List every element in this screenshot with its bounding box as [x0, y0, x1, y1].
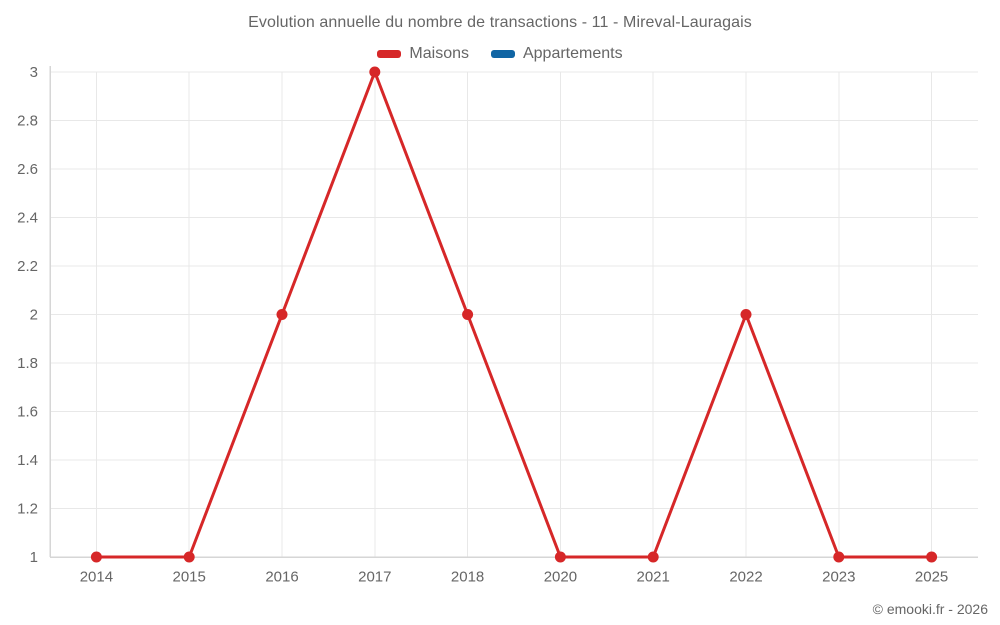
- data-point-maisons[interactable]: [833, 551, 845, 563]
- x-axis-tick-labels: 2014 2015 2016 2017 2018 2020 2021 2022 2023 2025: [80, 568, 949, 585]
- data-point-maisons[interactable]: [647, 551, 659, 563]
- data-point-maisons[interactable]: [926, 551, 938, 563]
- legend-swatch-appartements-icon: [490, 50, 515, 58]
- y-axis-tick-labels: 1 1.2 1.4 1.6 1.8 2 2.2 2.4 2.6 2.8 3: [17, 64, 38, 566]
- data-point-maisons[interactable]: [183, 551, 195, 563]
- series-lines: [94, 70, 934, 559]
- x-axis-tick-label: 2017: [358, 568, 391, 585]
- chart-title: Evolution annuelle du nombre de transact…: [248, 14, 752, 31]
- series-points: [90, 66, 938, 563]
- y-axis-tick-label: 2.2: [17, 258, 38, 275]
- y-axis-tick-label: 1.6: [17, 403, 38, 420]
- y-axis-tick-label: 1: [30, 549, 38, 566]
- x-axis-tick-label: 2023: [822, 568, 855, 585]
- legend-swatch-maisons-icon: [377, 50, 402, 58]
- y-axis-tick-label: 2: [30, 306, 38, 323]
- x-axis-tick-label: 2016: [265, 568, 298, 585]
- x-axis-tick-label: 2021: [637, 568, 670, 585]
- y-axis-tick-label: 1.2: [17, 500, 38, 517]
- axis-lines: [49, 66, 978, 558]
- x-axis-tick-label: 2020: [544, 568, 577, 585]
- y-axis-tick-label: 2.6: [17, 161, 38, 178]
- y-axis-tick-label: 1.4: [17, 452, 38, 469]
- y-axis-tick-label: 1.8: [17, 355, 38, 372]
- data-point-maisons[interactable]: [369, 66, 381, 78]
- x-axis-tick-label: 2015: [173, 568, 206, 585]
- y-axis-tick-label: 3: [30, 64, 38, 81]
- data-point-maisons[interactable]: [462, 309, 474, 320]
- y-axis-tick-label: 2.4: [17, 209, 38, 226]
- legend-item-maisons[interactable]: Maisons: [377, 45, 469, 63]
- chart-legend: Maisons Appartements: [0, 45, 1000, 63]
- data-point-maisons[interactable]: [90, 551, 102, 563]
- x-axis-tick-label: 2018: [451, 568, 484, 585]
- legend-item-appartements[interactable]: Appartements: [490, 45, 623, 63]
- legend-label-maisons: Maisons: [409, 45, 469, 62]
- data-point-maisons[interactable]: [740, 309, 752, 320]
- data-point-maisons[interactable]: [276, 309, 288, 320]
- y-axis-tick-label: 2.8: [17, 112, 38, 129]
- data-point-maisons[interactable]: [554, 551, 566, 563]
- x-axis-tick-label: 2014: [80, 568, 113, 585]
- x-axis-tick-label: 2022: [729, 568, 762, 585]
- series-line-maisons: [94, 70, 934, 559]
- x-axis-tick-label: 2025: [915, 568, 948, 585]
- copyright-credit: © emooki.fr - 2026: [872, 601, 988, 617]
- legend-label-appartements: Appartements: [522, 45, 623, 62]
- gridlines: [50, 71, 978, 558]
